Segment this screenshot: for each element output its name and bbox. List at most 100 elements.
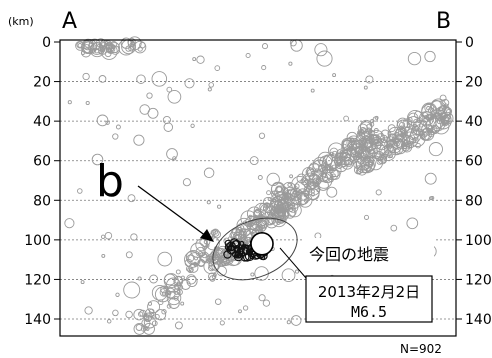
hypocenter-scatter-wide bbox=[314, 43, 328, 57]
tick-label-left-80: 80 bbox=[33, 193, 51, 209]
hypocenter-slab-middle bbox=[247, 221, 259, 233]
annotation-letter-b: b bbox=[96, 156, 124, 207]
hypocenter-aftershocks bbox=[228, 245, 235, 252]
hypocenter-scatter-wide bbox=[290, 315, 302, 326]
hypocenter-slab-upper bbox=[278, 207, 285, 214]
hypocenter-scatter-wide bbox=[249, 156, 259, 166]
tick-label-right-60: 60 bbox=[465, 154, 483, 170]
hypocenter-scatter-wide bbox=[261, 65, 267, 71]
hypocenter-deep-slab-lower bbox=[161, 309, 167, 315]
hypocenter-slab-upper bbox=[284, 190, 289, 195]
hypocenter-scatter-wide bbox=[258, 294, 266, 302]
hypocenter-slab-shallow-east bbox=[396, 119, 410, 133]
hypocenter-aftershocks bbox=[240, 252, 250, 262]
hypocenter-deep-slab-lower bbox=[186, 274, 197, 285]
hypocenter-slab-upper bbox=[331, 156, 336, 161]
hypocenter-scatter-wide bbox=[310, 88, 315, 93]
hypocenter-slab-upper bbox=[286, 201, 296, 210]
hypocenter-slab-upper bbox=[355, 134, 366, 146]
hypocenter-deep-slab-lower bbox=[161, 291, 167, 296]
hypocenter-scatter-wide bbox=[101, 253, 106, 258]
hypocenter-shallow-mid bbox=[120, 37, 132, 49]
hypocenter-scatter-wide bbox=[130, 233, 138, 241]
hypocenter-scatter-wide bbox=[203, 167, 215, 179]
hypocenter-slab-middle bbox=[263, 202, 271, 209]
hypocenter-slab-upper bbox=[324, 163, 332, 171]
hypocenter-slab-upper bbox=[312, 159, 327, 174]
hypocenter-slab-middle bbox=[236, 227, 243, 234]
hypocenter-slab-middle bbox=[272, 198, 277, 203]
hypocenter-scatter-wide bbox=[157, 251, 173, 267]
hypocenter-slab-upper bbox=[348, 145, 354, 151]
hypocenter-slab-shallow-east bbox=[353, 160, 362, 169]
hypocenter-slab-upper bbox=[360, 129, 365, 134]
hypocenter-slab-upper bbox=[308, 188, 313, 193]
hypocenter-slab-shallow-east bbox=[359, 146, 365, 152]
hypocenter-deep-slab-lower bbox=[188, 267, 194, 273]
hypocenter-shallow-mid bbox=[133, 40, 147, 54]
hypocenter-deep-slab-lower bbox=[151, 284, 168, 301]
hypocenter-slab-shallow-east bbox=[429, 100, 446, 117]
hypocenter-deep-slab-lower bbox=[180, 275, 185, 280]
hypocenter-slab-shallow-east bbox=[406, 109, 424, 127]
hypocenter-scatter-wide bbox=[430, 195, 435, 200]
hypocenter-shallow-A bbox=[100, 42, 118, 60]
hypocenter-scatter-wide bbox=[184, 78, 195, 89]
hypocenter-slab-upper bbox=[295, 193, 308, 206]
hypocenter-scatter-wide bbox=[383, 153, 388, 158]
hypocenter-scatter-wide bbox=[391, 136, 397, 141]
hypocenter-scatter-wide bbox=[326, 186, 338, 198]
hypocenter-slab-middle bbox=[267, 197, 272, 201]
hypocenter-scatter-wide bbox=[266, 190, 272, 196]
hypocenter-scatter-wide bbox=[80, 280, 85, 285]
hypocenter-slab-shallow-east bbox=[440, 115, 450, 125]
hypocenter-deep-slab-lower bbox=[211, 228, 220, 237]
hypocenter-scatter-wide bbox=[146, 92, 153, 99]
hypocenter-scatter-wide bbox=[106, 319, 112, 324]
hypocenter-scatter-wide bbox=[390, 224, 398, 232]
tick-label-right-120: 120 bbox=[465, 272, 492, 288]
hypocenter-slab-shallow-east bbox=[375, 133, 386, 143]
hypocenter-deep-slab-lower bbox=[174, 275, 183, 285]
hypocenter-scatter-wide bbox=[406, 217, 419, 230]
hypocenter-slab-upper bbox=[373, 128, 379, 133]
axis-ticks: 0 0 20 20 40 40 60 60 80 80 100 100 120 120 140 140 bbox=[24, 35, 491, 328]
hypocenter-scatter-wide bbox=[288, 61, 293, 66]
hypocenter-scatter-wide bbox=[242, 305, 249, 311]
tick-label-right-100: 100 bbox=[465, 233, 492, 249]
hypocenter-slab-middle bbox=[218, 249, 235, 266]
hypocenter-deep-slab-lower bbox=[143, 316, 157, 329]
hypocenter-shallow-A bbox=[80, 51, 85, 56]
hypocenter-scatter-wide bbox=[217, 204, 222, 209]
hypocenter-points bbox=[64, 36, 454, 335]
hypocenter-scatter-wide bbox=[162, 115, 171, 125]
tick-label-left-140: 140 bbox=[24, 312, 51, 328]
hypocenter-slab-shallow-east bbox=[354, 150, 361, 157]
hypocenter-slab-upper bbox=[281, 196, 292, 208]
hypocenter-scatter-wide bbox=[151, 71, 168, 87]
hypocenter-scatter-wide bbox=[439, 94, 447, 102]
hypocenter-slab-upper bbox=[316, 188, 321, 193]
tick-label-left-100: 100 bbox=[24, 233, 51, 249]
hypocenter-slab-middle bbox=[253, 202, 271, 220]
hypocenter-slab-middle bbox=[253, 215, 260, 222]
hypocenter-deep-slab-lower bbox=[173, 283, 180, 290]
hypocenter-scatter-wide bbox=[123, 281, 141, 299]
hypocenter-scatter-wide bbox=[192, 57, 197, 62]
event-count: N=902 bbox=[400, 342, 442, 356]
hypocenter-slab-upper bbox=[329, 147, 339, 157]
hypocenter-aftershocks bbox=[233, 251, 244, 262]
hypocenter-scatter-wide bbox=[261, 43, 269, 50]
hypocenter-slab-middle bbox=[208, 264, 215, 272]
hypocenter-slab-shallow-east bbox=[373, 139, 378, 144]
hypocenter-deep-slab-lower bbox=[137, 311, 144, 317]
callout-title-bg bbox=[304, 238, 434, 264]
hypocenter-slab-upper bbox=[292, 190, 297, 195]
hypocenter-deep-slab-lower bbox=[159, 287, 169, 297]
hypocenter-slab-shallow-east bbox=[436, 110, 442, 116]
hypocenter-scatter-wide bbox=[112, 309, 119, 317]
hypocenter-slab-shallow-east bbox=[429, 113, 445, 129]
hypocenter-scatter-wide bbox=[133, 134, 145, 146]
hypocenter-scatter-wide bbox=[407, 51, 422, 66]
